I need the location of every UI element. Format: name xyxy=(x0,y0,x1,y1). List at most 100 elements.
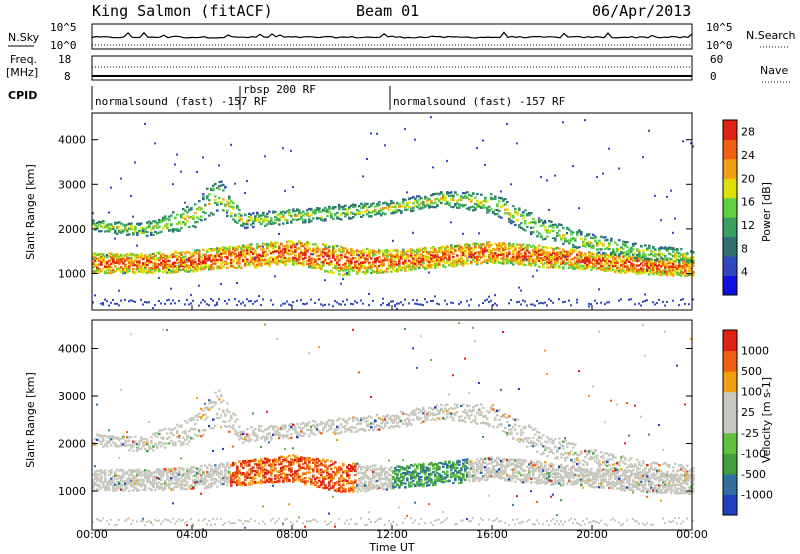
data-cell xyxy=(476,263,479,266)
data-cell xyxy=(438,250,441,253)
data-cell xyxy=(496,252,499,255)
data-cell xyxy=(278,246,281,250)
data-cell xyxy=(304,212,307,216)
data-cell xyxy=(678,273,681,276)
data-cell xyxy=(254,249,257,252)
data-cell xyxy=(228,248,231,251)
data-cell xyxy=(120,483,123,486)
data-cell xyxy=(590,246,593,249)
data-cell xyxy=(338,270,341,273)
data-cell xyxy=(630,246,633,250)
data-cell xyxy=(160,219,163,222)
data-cell xyxy=(236,254,239,258)
freq-strip: Freq. [MHz] 18 8 60 0 Nave xyxy=(6,53,790,83)
data-cell xyxy=(248,215,251,218)
data-cell xyxy=(150,228,153,231)
data-cell xyxy=(274,261,277,264)
data-cell xyxy=(238,216,241,219)
data-cell xyxy=(252,212,255,215)
data-cell xyxy=(342,278,344,281)
data-cell xyxy=(136,487,139,490)
data-cell xyxy=(402,254,405,257)
data-cell xyxy=(114,221,117,224)
data-cell xyxy=(426,199,429,202)
data-cell xyxy=(212,262,215,265)
data-cell xyxy=(486,241,489,244)
data-cell xyxy=(498,261,501,264)
data-cell xyxy=(144,267,147,270)
data-cell xyxy=(244,255,247,259)
data-cell xyxy=(270,242,273,245)
data-cell xyxy=(616,260,619,263)
data-cell xyxy=(508,251,511,254)
data-cell xyxy=(140,229,143,232)
data-cell xyxy=(256,299,258,302)
data-cell xyxy=(92,482,95,485)
data-cell xyxy=(652,273,655,276)
data-cell xyxy=(122,271,125,274)
data-cell xyxy=(138,478,141,481)
data-cell xyxy=(134,477,137,480)
data-cell xyxy=(448,203,451,206)
data-cell xyxy=(264,243,267,246)
data-cell xyxy=(130,478,133,481)
data-cell xyxy=(366,206,369,209)
data-cell xyxy=(678,255,681,258)
data-cell xyxy=(270,252,273,255)
data-cell xyxy=(124,472,127,475)
data-cell xyxy=(570,233,573,236)
data-cell xyxy=(338,206,341,209)
data-cell xyxy=(480,251,483,254)
data-cell xyxy=(396,307,398,310)
data-cell xyxy=(148,220,151,223)
data-cell xyxy=(136,450,139,453)
data-cell xyxy=(160,302,162,305)
data-cell xyxy=(408,255,411,258)
data-cell xyxy=(122,471,125,474)
data-cell xyxy=(378,201,381,204)
data-cell xyxy=(658,249,661,252)
data-cell xyxy=(136,233,139,236)
data-cell xyxy=(284,262,287,265)
data-cell xyxy=(272,303,274,306)
data-cell xyxy=(198,255,201,258)
data-cell xyxy=(408,266,411,269)
data-cell xyxy=(614,270,617,274)
data-cell xyxy=(568,260,571,263)
data-cell xyxy=(140,484,143,487)
data-cell xyxy=(572,245,575,249)
data-cell xyxy=(200,265,203,268)
data-cell xyxy=(524,246,527,249)
data-cell xyxy=(388,262,391,265)
data-cell xyxy=(310,259,313,262)
data-cell xyxy=(272,243,275,246)
data-cell xyxy=(110,301,112,304)
data-cell xyxy=(250,250,253,254)
data-cell xyxy=(288,209,291,212)
data-cell xyxy=(686,257,689,260)
data-cell xyxy=(242,301,244,304)
data-cell xyxy=(114,483,117,486)
data-cell xyxy=(366,213,369,216)
data-cell xyxy=(250,258,253,261)
data-cell xyxy=(344,215,347,218)
data-cell xyxy=(384,201,387,204)
data-cell xyxy=(208,256,211,259)
data-cell xyxy=(502,253,505,256)
data-cell xyxy=(288,213,291,216)
data-cell xyxy=(292,210,295,213)
data-cell xyxy=(512,205,515,208)
data-cell xyxy=(618,256,621,259)
data-cell xyxy=(458,303,460,306)
data-cell xyxy=(176,222,179,225)
data-cell xyxy=(218,196,221,200)
data-cell xyxy=(346,272,348,274)
data-cell xyxy=(536,300,538,302)
data-cell xyxy=(362,261,365,264)
data-cell xyxy=(550,262,553,265)
data-cell xyxy=(228,202,231,205)
data-cell xyxy=(486,208,489,211)
data-cell xyxy=(128,469,131,472)
data-cell xyxy=(662,263,665,266)
data-cell xyxy=(482,205,485,208)
